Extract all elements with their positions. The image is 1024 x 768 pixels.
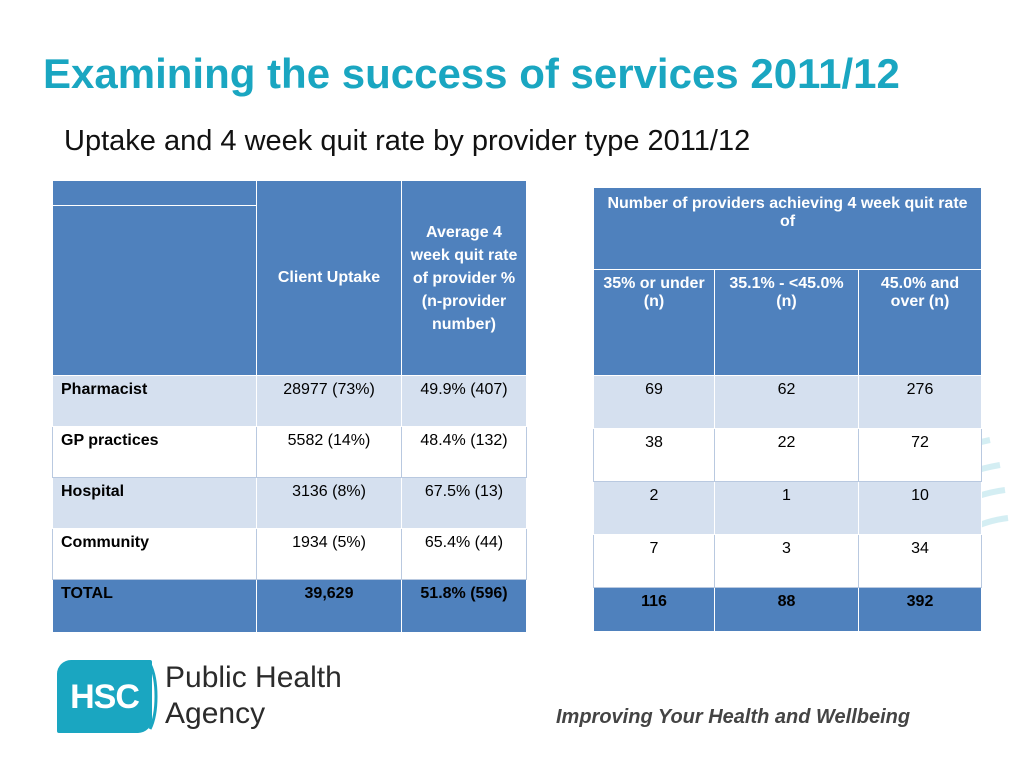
count-cell: 7 (593, 534, 715, 588)
header-col-35-45: 35.1% - <45.0% (n) (714, 269, 859, 376)
rate-cell: 51.8% (596) (401, 579, 527, 633)
table-row: 2 1 10 (593, 481, 983, 535)
page-title: Examining the success of services 2011/1… (43, 50, 900, 97)
header-blank (52, 205, 257, 376)
header-avg-quit-rate: Average 4 week quit rate of provider % (… (401, 180, 527, 376)
row-label: Community (52, 528, 257, 580)
row-label: TOTAL (52, 579, 257, 633)
uptake-cell: 1934 (5%) (256, 528, 402, 580)
rate-cell: 65.4% (44) (401, 528, 527, 580)
table-row: GP practices 5582 (14%) 48.4% (132) (52, 426, 527, 478)
row-label: Pharmacist (52, 375, 257, 427)
table-row: Community 1934 (5%) 65.4% (44) (52, 528, 527, 580)
rate-cell: 49.9% (407) (401, 375, 527, 427)
count-cell: 72 (857, 428, 983, 482)
agency-name: Public Health Agency (165, 660, 342, 732)
logo-arcs-icon (148, 663, 158, 730)
header-providers: Number of providers achieving 4 week qui… (592, 187, 983, 270)
row-label: Hospital (52, 477, 257, 529)
header-client-uptake: Client Uptake (256, 180, 402, 376)
row-label: GP practices (52, 426, 257, 478)
total-row: 116 88 392 (593, 587, 983, 632)
count-cell: 1 (714, 481, 859, 535)
count-cell: 276 (857, 375, 983, 429)
table-row: 7 3 34 (593, 534, 983, 588)
uptake-table: Client Uptake Average 4 week quit rate o… (52, 180, 527, 633)
hsc-logo-text: HSC (70, 678, 140, 716)
count-cell: 2 (593, 481, 715, 535)
uptake-cell: 39,629 (256, 579, 402, 633)
page-subtitle: Uptake and 4 week quit rate by provider … (64, 125, 751, 157)
providers-table: Number of providers achieving 4 week qui… (592, 187, 983, 632)
count-cell: 116 (593, 587, 715, 632)
count-cell: 10 (857, 481, 983, 535)
count-cell: 38 (593, 428, 715, 482)
count-cell: 88 (714, 587, 859, 632)
header-blank-top (52, 180, 257, 206)
table-row: Pharmacist 28977 (73%) 49.9% (407) (52, 375, 527, 427)
rate-cell: 67.5% (13) (401, 477, 527, 529)
header-col-under-35: 35% or under (n) (593, 269, 715, 376)
uptake-cell: 28977 (73%) (256, 375, 402, 427)
tagline: Improving Your Health and Wellbeing (556, 706, 911, 728)
hsc-logo: HSC (57, 660, 152, 733)
rate-cell: 48.4% (132) (401, 426, 527, 478)
uptake-cell: 3136 (8%) (256, 477, 402, 529)
table-row: 38 22 72 (593, 428, 983, 482)
uptake-cell: 5582 (14%) (256, 426, 402, 478)
header-col-over-45: 45.0% and over (n) (857, 269, 983, 376)
agency-name-line2: Agency (165, 697, 266, 730)
count-cell: 62 (714, 375, 859, 429)
table-row: 69 62 276 (593, 375, 983, 429)
agency-name-line1: Public Health (165, 661, 342, 694)
table-row: Hospital 3136 (8%) 67.5% (13) (52, 477, 527, 529)
count-cell: 22 (714, 428, 859, 482)
total-row: TOTAL 39,629 51.8% (596) (52, 579, 527, 633)
count-cell: 392 (857, 587, 983, 632)
count-cell: 3 (714, 534, 859, 588)
count-cell: 69 (593, 375, 715, 429)
count-cell: 34 (857, 534, 983, 588)
